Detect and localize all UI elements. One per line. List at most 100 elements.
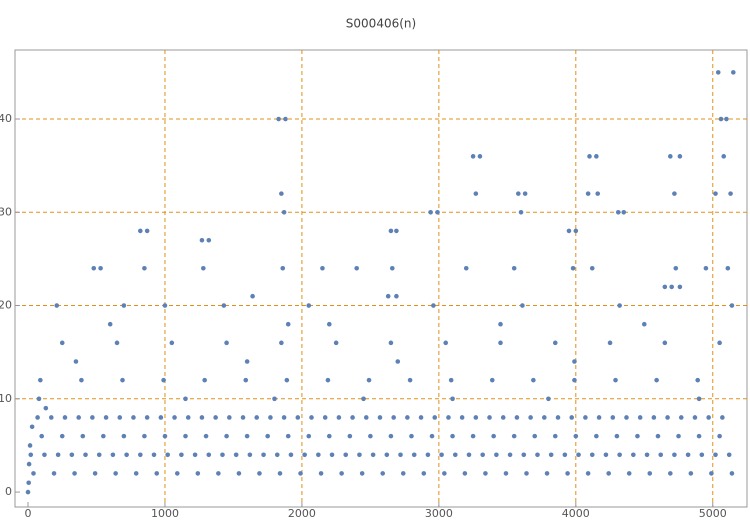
point	[288, 452, 294, 458]
point	[279, 191, 284, 196]
point	[699, 452, 705, 458]
point	[388, 433, 394, 439]
point	[418, 415, 424, 420]
point	[677, 154, 683, 159]
point	[569, 415, 575, 420]
point	[394, 228, 399, 234]
point	[31, 471, 36, 476]
point	[644, 452, 650, 458]
point	[142, 433, 147, 439]
point	[696, 396, 702, 402]
point	[594, 433, 599, 439]
point	[589, 265, 595, 271]
point	[280, 265, 286, 271]
point	[174, 471, 180, 476]
point	[192, 452, 198, 458]
point	[36, 396, 42, 402]
point	[179, 452, 184, 458]
point	[439, 452, 444, 458]
y-tick-label: 10	[0, 392, 12, 405]
point	[244, 359, 250, 364]
point	[54, 303, 60, 308]
point	[703, 265, 709, 271]
point	[725, 265, 731, 271]
point	[162, 433, 168, 439]
point	[172, 415, 177, 420]
point	[213, 415, 218, 420]
point	[113, 471, 118, 476]
point	[339, 471, 344, 476]
point	[729, 471, 735, 476]
point	[607, 340, 613, 346]
point	[677, 284, 683, 290]
point	[672, 191, 677, 196]
point	[626, 471, 632, 476]
point	[243, 377, 249, 383]
point	[728, 191, 733, 196]
point	[254, 415, 260, 420]
point	[26, 480, 31, 486]
point	[244, 433, 250, 439]
point	[133, 471, 139, 476]
point	[544, 471, 550, 476]
point	[138, 228, 143, 234]
point	[220, 452, 225, 458]
point	[142, 265, 147, 271]
point	[380, 471, 386, 476]
point	[398, 452, 403, 458]
point	[394, 293, 399, 299]
point	[583, 415, 588, 420]
point	[28, 452, 34, 458]
point	[306, 303, 312, 308]
point	[120, 377, 125, 383]
point	[573, 228, 579, 234]
point	[199, 415, 205, 420]
point	[202, 377, 207, 383]
point	[421, 471, 427, 476]
point	[446, 415, 451, 420]
point	[274, 452, 280, 458]
point	[29, 424, 35, 430]
point	[59, 340, 65, 346]
point	[450, 433, 455, 439]
point	[250, 293, 255, 299]
point	[658, 452, 664, 458]
point	[114, 340, 120, 346]
point	[59, 433, 65, 439]
point	[384, 452, 390, 458]
point	[477, 154, 483, 159]
point	[692, 415, 698, 420]
point	[462, 471, 468, 476]
point	[51, 471, 57, 476]
point	[302, 452, 307, 458]
plot-frame	[14, 49, 748, 508]
point	[546, 396, 551, 402]
point	[26, 461, 32, 467]
point	[552, 340, 558, 346]
point	[463, 265, 469, 271]
point	[715, 70, 721, 75]
point	[363, 415, 369, 420]
point	[425, 452, 431, 458]
point	[515, 191, 521, 196]
point	[450, 396, 455, 402]
point	[185, 415, 191, 420]
point	[606, 471, 611, 476]
point	[585, 471, 591, 476]
point	[641, 321, 647, 327]
point	[110, 452, 116, 458]
point	[409, 433, 414, 439]
point	[285, 321, 291, 327]
point	[570, 265, 576, 271]
x-tick-label: 1000	[151, 507, 179, 520]
point	[195, 471, 201, 476]
point	[731, 70, 736, 75]
point	[388, 340, 394, 346]
point	[257, 471, 262, 476]
point	[507, 452, 513, 458]
point	[206, 452, 212, 458]
point	[635, 433, 640, 439]
point	[35, 415, 40, 420]
point	[224, 433, 229, 439]
